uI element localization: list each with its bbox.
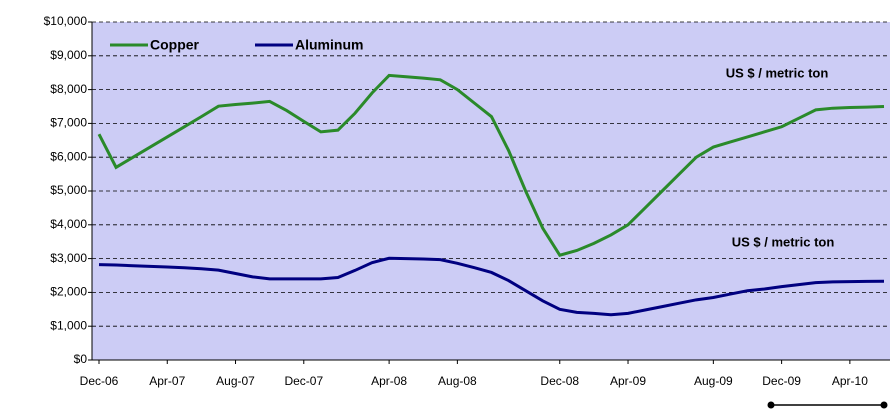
annotation: US $ / metric ton [726,65,829,80]
x-tick-label: Dec-09 [762,374,801,388]
x-tick-label: Aug-07 [216,374,255,388]
x-tick-label: Apr-10 [832,374,868,388]
y-tick-label: $0 [74,352,88,366]
y-tick-label: $8,000 [50,82,87,96]
y-tick-label: $3,000 [50,251,87,265]
x-tick-label: Aug-09 [694,374,733,388]
series-line [97,73,885,257]
x-tick-label: Apr-07 [149,374,185,388]
y-tick-label: $1,000 [50,318,87,332]
decoration [767,401,775,409]
y-tick-label: $2,000 [50,285,87,299]
x-tick-label: Apr-08 [371,374,407,388]
decoration [880,401,888,409]
y-tick-label: $5,000 [50,183,87,197]
y-tick-label: $9,000 [50,48,87,62]
annotation: US $ / metric ton [732,234,835,249]
y-tick-label: $10,000 [44,14,88,28]
x-tick-label: Aug-08 [438,374,477,388]
x-tick-label: Dec-08 [540,374,579,388]
x-tick-label: Dec-07 [284,374,323,388]
x-tick-label: Apr-09 [610,374,646,388]
y-tick-label: $4,000 [50,217,87,231]
y-tick-label: $6,000 [50,149,87,163]
y-tick-label: $7,000 [50,116,87,130]
legend-label: Copper [150,37,200,53]
x-tick-label: Dec-06 [80,374,119,388]
series-line [98,256,885,317]
legend-label: Aluminum [295,37,363,53]
